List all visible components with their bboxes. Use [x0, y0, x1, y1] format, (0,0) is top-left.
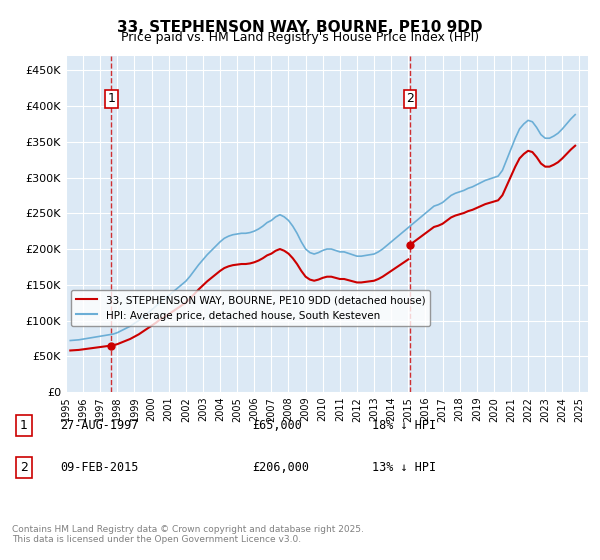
Text: 2: 2 [20, 461, 28, 474]
Text: 09-FEB-2015: 09-FEB-2015 [60, 461, 139, 474]
Text: 18% ↓ HPI: 18% ↓ HPI [372, 419, 436, 432]
Text: Price paid vs. HM Land Registry's House Price Index (HPI): Price paid vs. HM Land Registry's House … [121, 31, 479, 44]
Text: 2: 2 [406, 92, 414, 105]
Text: 1: 1 [107, 92, 115, 105]
Text: 1: 1 [20, 419, 28, 432]
Text: 33, STEPHENSON WAY, BOURNE, PE10 9DD: 33, STEPHENSON WAY, BOURNE, PE10 9DD [117, 20, 483, 35]
Text: 13% ↓ HPI: 13% ↓ HPI [372, 461, 436, 474]
Legend: 33, STEPHENSON WAY, BOURNE, PE10 9DD (detached house), HPI: Average price, detac: 33, STEPHENSON WAY, BOURNE, PE10 9DD (de… [71, 290, 430, 326]
Text: £206,000: £206,000 [252, 461, 309, 474]
Text: £65,000: £65,000 [252, 419, 302, 432]
Text: 27-AUG-1997: 27-AUG-1997 [60, 419, 139, 432]
Text: Contains HM Land Registry data © Crown copyright and database right 2025.
This d: Contains HM Land Registry data © Crown c… [12, 525, 364, 544]
